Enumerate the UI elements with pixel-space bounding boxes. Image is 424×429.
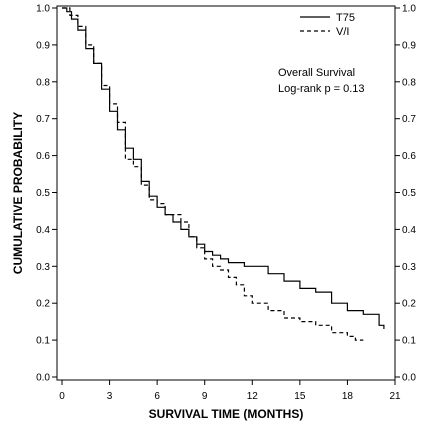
- x-tick-label: 21: [389, 391, 401, 402]
- x-tick-label: 0: [59, 391, 65, 402]
- y-tick-label-left: 0.6: [36, 151, 50, 162]
- y-tick-label-right: 0.1: [402, 336, 416, 347]
- y-tick-label-right: 0.2: [402, 299, 416, 310]
- y-axis-ticks-left: 0.0 0.1 0.2 0.3 0.4 0.5 0.6 0.7 0.8 0.9 1.0: [36, 4, 57, 384]
- y-tick-label-left: 1.0: [36, 4, 50, 15]
- legend-label-t75: T75: [336, 12, 355, 24]
- series-line-vi: [62, 7, 364, 341]
- y-tick-label-right: 0.4: [402, 225, 416, 236]
- series-layer: [62, 7, 385, 341]
- y-tick-label-left: 0.0: [36, 373, 50, 384]
- y-tick-label-right: 0.7: [402, 114, 416, 125]
- y-tick-label-right: 0.5: [402, 188, 416, 199]
- y-tick-label-left: 0.9: [36, 40, 50, 51]
- y-tick-label-right: 0.8: [402, 77, 416, 88]
- y-tick-label-right: 0.0: [402, 373, 416, 384]
- y-tick-label-right: 1.0: [402, 4, 416, 15]
- y-tick-label-right: 0.6: [402, 151, 416, 162]
- y-tick-label-left: 0.3: [36, 262, 50, 273]
- y-tick-label-left: 0.1: [36, 336, 50, 347]
- y-tick-label-left: 0.2: [36, 299, 50, 310]
- y-tick-label-left: 0.8: [36, 77, 50, 88]
- y-tick-label-left: 0.5: [36, 188, 50, 199]
- x-axis-ticks: 0 3 6 9 12 15 18 21: [59, 380, 401, 402]
- y-tick-label-left: 0.4: [36, 225, 50, 236]
- legend: T75 V/I: [300, 12, 355, 38]
- y-tick-label-left: 0.7: [36, 114, 50, 125]
- legend-label-vi: V/I: [336, 26, 349, 38]
- series-line-t75: [62, 7, 385, 329]
- x-tick-label: 12: [247, 391, 259, 402]
- x-tick-label: 9: [202, 391, 208, 402]
- y-axis-ticks-right: 0.0 0.1 0.2 0.3 0.4 0.5 0.6 0.7 0.8 0.9 1.0: [395, 4, 416, 384]
- annotation-pvalue: Log-rank p = 0.13: [278, 83, 365, 95]
- plot-frame: [56, 5, 396, 381]
- x-tick-label: 18: [342, 391, 354, 402]
- y-axis-title: CUMULATIVE PROBABILITY: [11, 112, 25, 274]
- y-tick-label-right: 0.9: [402, 40, 416, 51]
- x-axis-title: SURVIVAL TIME (MONTHS): [149, 407, 304, 421]
- x-tick-label: 3: [107, 391, 113, 402]
- y-tick-label-right: 0.3: [402, 262, 416, 273]
- annotation-title: Overall Survival: [278, 67, 355, 79]
- x-tick-label: 15: [294, 391, 306, 402]
- x-tick-label: 6: [154, 391, 160, 402]
